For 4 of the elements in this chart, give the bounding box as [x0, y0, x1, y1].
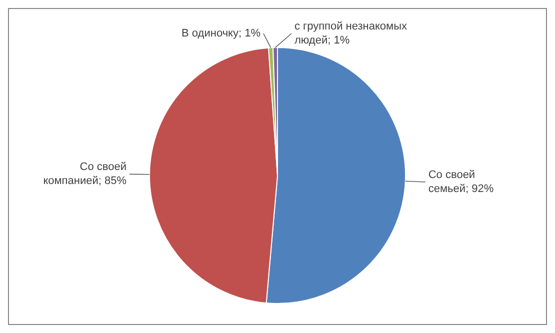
slice-label: с группой незнакомых людей; 1% — [294, 20, 408, 47]
slice-label: Со своей семьей; 92% — [428, 169, 494, 196]
slice-label: Со своей компанией; 85% — [43, 161, 127, 188]
slice-label: В одиночку; 1% — [182, 28, 261, 40]
